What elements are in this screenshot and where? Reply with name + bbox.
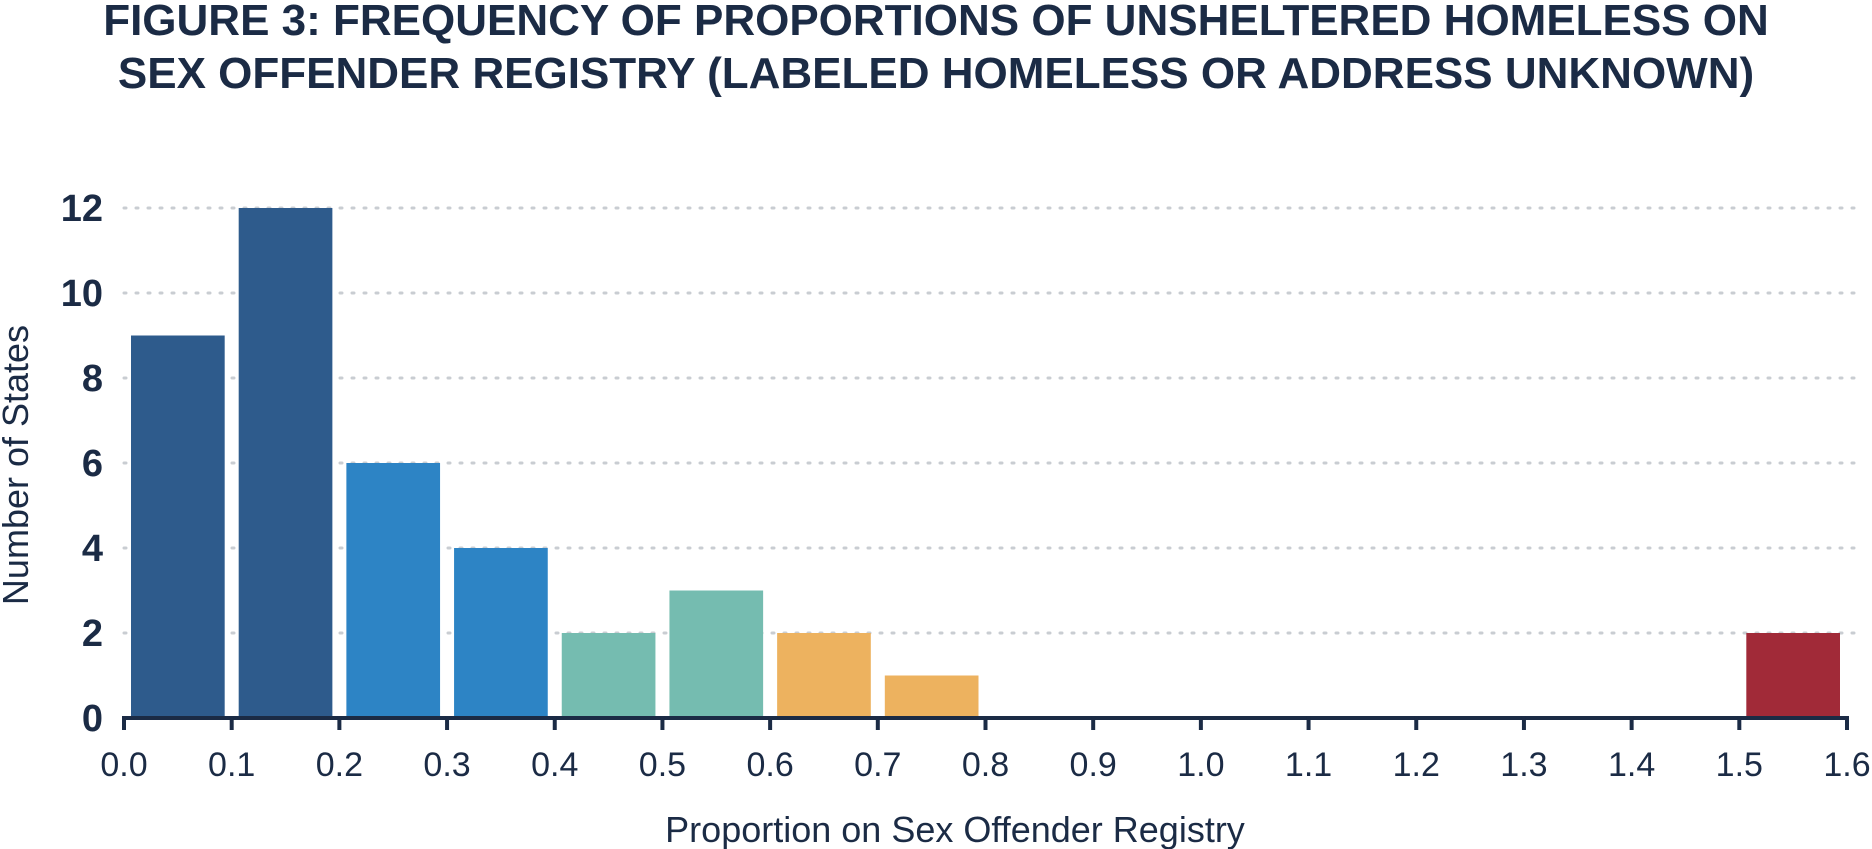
bar-1.5-1.6 — [1746, 633, 1840, 718]
x-tick-label-0.2: 0.2 — [316, 746, 363, 784]
x-tick-label-1.1: 1.1 — [1285, 746, 1332, 784]
x-tick-label-1.0: 1.0 — [1177, 746, 1224, 784]
bar-0.3-0.4 — [454, 548, 548, 718]
bar-0.1-0.2 — [238, 208, 333, 718]
x-axis — [122, 716, 1849, 730]
bar-0.0-0.1 — [131, 335, 225, 718]
x-tick-label-1.6: 1.6 — [1823, 746, 1870, 784]
y-tick-label-6: 6 — [82, 443, 103, 485]
x-tick-label-0.5: 0.5 — [639, 746, 686, 784]
x-tick-label-0.6: 0.6 — [746, 746, 793, 784]
x-tick-label-0.3: 0.3 — [423, 746, 470, 784]
y-axis-title: Number of States — [0, 325, 36, 605]
x-tick-label-0.1: 0.1 — [208, 746, 255, 784]
x-tick-label-1.5: 1.5 — [1716, 746, 1763, 784]
x-tick-label-1.2: 1.2 — [1393, 746, 1440, 784]
x-tick-label-0.9: 0.9 — [1070, 746, 1117, 784]
bar-0.2-0.3 — [346, 463, 441, 718]
x-tick-label-0.7: 0.7 — [854, 746, 901, 784]
y-tick-label-12: 12 — [61, 188, 103, 230]
x-axis-title: Proportion on Sex Offender Registry — [665, 809, 1245, 849]
bar-0.5-0.6 — [669, 590, 764, 718]
x-tick-label-1.3: 1.3 — [1500, 746, 1547, 784]
x-tick-label-0.8: 0.8 — [962, 746, 1009, 784]
x-tick-label-0.0: 0.0 — [100, 746, 147, 784]
y-tick-label-10: 10 — [61, 273, 103, 315]
y-tick-label-0: 0 — [82, 698, 103, 740]
x-tick-labels: 0.0 0.1 0.2 0.3 0.4 0.5 0.6 0.7 0.8 0.9 1.0 1.1 1.2 1… — [100, 746, 1870, 784]
bars — [131, 208, 1840, 718]
y-tick-label-4: 4 — [82, 528, 103, 570]
bar-0.7-0.8 — [884, 675, 979, 718]
x-tick-label-1.4: 1.4 — [1608, 746, 1655, 784]
y-tick-label-2: 2 — [82, 613, 103, 655]
y-tick-label-8: 8 — [82, 358, 103, 400]
y-tick-labels: 0 2 4 6 8 10 12 — [61, 188, 103, 740]
bar-0.6-0.7 — [777, 633, 871, 718]
chart-title: FIGURE 3: FREQUENCY OF PROPORTIONS OF UN… — [103, 0, 1769, 98]
bar-0.4-0.5 — [561, 633, 656, 718]
x-tick-label-0.4: 0.4 — [531, 746, 578, 784]
